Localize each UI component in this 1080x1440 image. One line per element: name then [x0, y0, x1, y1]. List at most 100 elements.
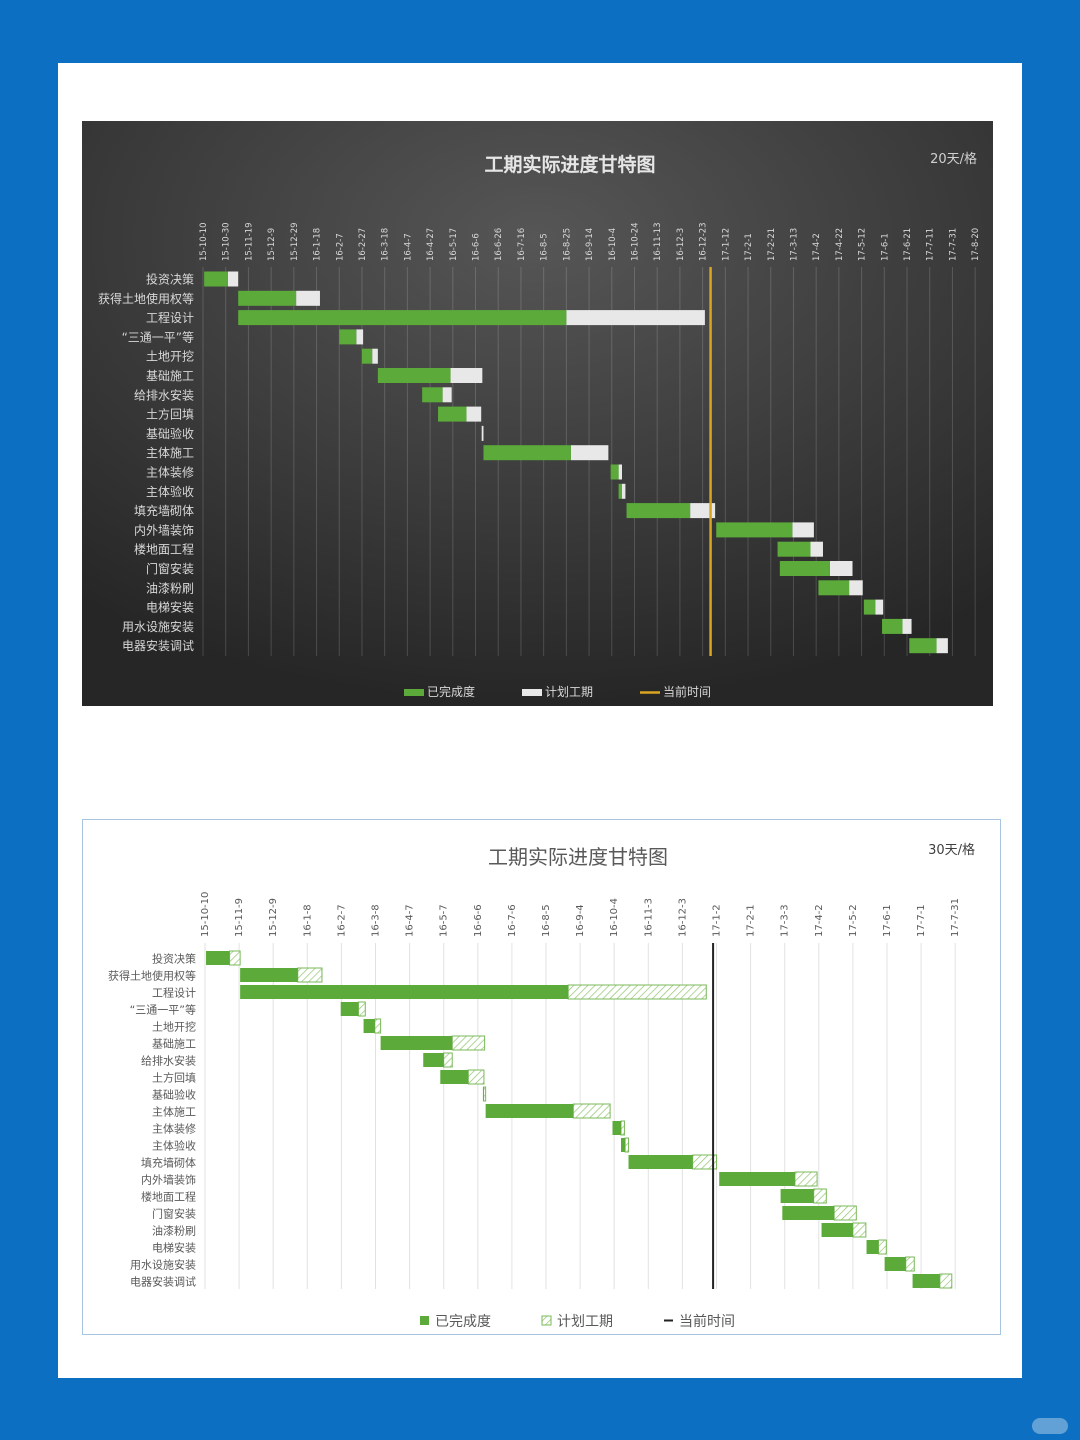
task-label: “三通一平”等	[122, 330, 194, 344]
planned-bar	[467, 1069, 485, 1085]
completed-bar	[238, 290, 297, 306]
completed-bar	[626, 503, 691, 519]
planned-bar	[572, 1103, 611, 1119]
planned-bar	[443, 1052, 453, 1068]
completed-bar	[339, 329, 357, 345]
task-label: 给排水安装	[134, 387, 194, 402]
x-tick-label: 16-4-27	[426, 228, 436, 261]
x-tick-label: 16-6-26	[494, 228, 504, 261]
planned-bar	[849, 580, 863, 596]
completed-bar	[777, 541, 811, 557]
completed-bar	[621, 1138, 626, 1152]
x-tick-label: 17-2-1	[744, 233, 754, 261]
task-label: 主体装修	[152, 1122, 196, 1136]
completed-bar	[423, 1053, 444, 1067]
x-tick-label: 16-1-8	[302, 904, 313, 937]
legend-swatch-completed	[404, 689, 424, 696]
task-label: 门窗安装	[152, 1207, 196, 1221]
planned-bar	[833, 1205, 857, 1221]
x-tick-label: 17-4-2	[814, 904, 825, 937]
task-label: 填充墙砌体	[134, 503, 194, 518]
planned-bar	[481, 425, 484, 441]
planned-bar	[297, 967, 323, 983]
task-label: 土地开挖	[152, 1020, 196, 1034]
planned-bar	[356, 329, 364, 345]
completed-bar	[361, 348, 373, 364]
x-tick-label: 17-3-3	[780, 904, 791, 937]
completed-bar	[821, 1223, 853, 1237]
task-label: 土地开挖	[146, 349, 194, 364]
legend-swatch-completed	[420, 1316, 429, 1325]
planned-bar	[450, 368, 483, 383]
planned-bar	[902, 618, 912, 634]
x-tick-label: 15-11-9	[234, 898, 245, 937]
planned-bar	[829, 561, 853, 576]
task-label: 内外墙装饰	[134, 523, 194, 537]
x-tick-label: 17-2-1	[746, 904, 757, 937]
planned-bar	[905, 1256, 915, 1272]
task-label: 电梯安装	[152, 1241, 196, 1255]
task-label: 基础施工	[152, 1038, 196, 1051]
planned-bar	[227, 271, 239, 287]
x-tick-label: 16-2-7	[336, 904, 347, 937]
planned-bar	[690, 503, 716, 519]
task-label: 用水设施安装	[130, 1258, 196, 1272]
x-tick-label: 16-8-25	[562, 228, 572, 261]
completed-bar	[866, 1240, 879, 1254]
completed-bar	[882, 618, 903, 634]
x-tick-label: 16-6-6	[472, 233, 482, 261]
task-label: 工程设计	[152, 987, 196, 1000]
planned-bar	[939, 1273, 953, 1289]
chart-title: 工期实际进度甘特图	[484, 153, 655, 176]
planned-bar	[229, 950, 241, 966]
chart-background	[82, 121, 993, 706]
completed-bar	[238, 310, 567, 326]
completed-bar	[240, 968, 298, 982]
completed-bar	[863, 599, 876, 615]
x-tick-label: 16-7-6	[507, 904, 518, 937]
x-tick-label: 16-5-17	[449, 228, 459, 261]
task-label: 土方回填	[152, 1071, 196, 1085]
x-tick-label: 17-4-22	[835, 228, 845, 261]
planned-bar	[877, 1239, 887, 1255]
x-tick-label: 16-12-3	[677, 898, 688, 937]
x-tick-label: 16-7-16	[517, 228, 527, 261]
completed-bar	[340, 1002, 359, 1016]
x-tick-label: 15-10-30	[222, 222, 232, 261]
legend-label: 已完成度	[427, 684, 475, 699]
task-label: 主体施工	[152, 1105, 196, 1119]
x-tick-label: 17-2-21	[767, 228, 777, 261]
completed-bar	[204, 271, 228, 287]
task-label: 填充墙砌体	[141, 1156, 196, 1170]
x-tick-label: 15-11-19	[244, 222, 254, 261]
completed-bar	[422, 387, 443, 403]
x-tick-label: 15-10-10	[200, 892, 211, 937]
planned-bar	[794, 1171, 818, 1187]
x-tick-label: 16-2-7	[335, 233, 345, 261]
legend-label: 计划工期	[557, 1314, 613, 1330]
planned-bar	[620, 1120, 625, 1136]
completed-bar	[780, 1189, 814, 1203]
completed-bar	[612, 1121, 622, 1135]
task-label: 投资决策	[152, 952, 196, 966]
x-tick-label: 16-12-3	[676, 228, 686, 261]
planned-bar	[566, 310, 705, 326]
planned-bar	[466, 406, 482, 422]
x-tick-label: 17-7-1	[916, 904, 927, 937]
completed-bar	[482, 1087, 484, 1101]
completed-bar	[716, 522, 793, 538]
task-label: 油漆粉刷	[146, 581, 194, 595]
task-label: 基础验收	[146, 426, 194, 441]
x-tick-label: 17-5-12	[858, 228, 868, 261]
task-label: 主体验收	[152, 1139, 196, 1153]
task-label: 楼地面工程	[134, 542, 194, 557]
x-tick-label: 16-11-13	[653, 222, 663, 261]
gantt-chart-light: 工期实际进度甘特图 30天/格 15-10-10 15-11-9 15-12-9 16-1…	[82, 819, 1001, 1335]
x-tick-label: 16-2-27	[358, 228, 368, 261]
x-tick-label: 16-8-5	[541, 904, 552, 937]
planned-bar	[442, 387, 452, 403]
task-label: 土方回填	[146, 407, 194, 422]
task-label: 油漆粉刷	[152, 1224, 196, 1238]
task-label: 主体验收	[146, 484, 194, 499]
completed-bar	[380, 1036, 453, 1050]
